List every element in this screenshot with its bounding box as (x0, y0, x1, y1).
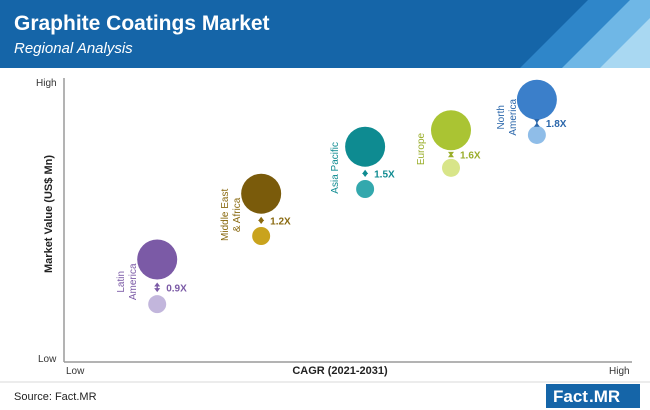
bubble-small (148, 295, 167, 314)
growth-arrow-head-down (448, 151, 454, 156)
region-group: 1.2X Middle East& Africa (220, 173, 291, 245)
bubble-small (252, 227, 271, 245)
region-group: 0.9X LatinAmerica (116, 239, 187, 314)
region-label: Middle East& Africa (220, 189, 243, 241)
region-group: 1.6X Europe (416, 110, 481, 177)
region-label: NorthAmerica (496, 99, 519, 136)
growth-multiplier-label: 0.9X (166, 283, 187, 294)
region-label: Asia Pacific (330, 142, 341, 194)
x-axis-title: CAGR (2021-2031) (292, 365, 388, 377)
growth-arrow-head-down (258, 220, 265, 224)
growth-arrow-head-up (533, 122, 540, 127)
growth-multiplier-label: 1.5X (374, 169, 395, 180)
bubble-large (345, 126, 386, 167)
page-title: Graphite Coatings Market (14, 12, 270, 35)
logo-text-main: Fact (553, 387, 588, 406)
growth-arrow-head-up (258, 216, 265, 221)
bubble-large (137, 239, 178, 280)
bubble-large (516, 79, 557, 120)
region-label: LatinAmerica (116, 263, 139, 300)
logo-text-accent: .MR (589, 387, 620, 406)
bubble-small (442, 158, 460, 177)
growth-multiplier-label: 1.8X (546, 119, 567, 130)
y-axis-title: Market Value (US$ Mn) (43, 155, 55, 273)
growth-arrow-head-down (154, 288, 161, 293)
y-axis-low-label: Low (38, 354, 57, 365)
growth-multiplier-label: 1.6X (460, 151, 481, 162)
bubble-large (241, 173, 282, 214)
growth-multiplier-label: 1.2X (270, 216, 291, 227)
source-label: Source: Fact.MR (14, 391, 97, 403)
x-axis-high-label: High (609, 366, 630, 377)
header-stripe-light (600, 18, 650, 68)
growth-arrow-head-up (154, 282, 161, 287)
page-subtitle: Regional Analysis (14, 40, 133, 57)
region-group: 1.5X Asia Pacific (330, 126, 395, 198)
bubble-small (356, 180, 375, 198)
plot-area: High Low Low High CAGR (2021-2031) Marke… (36, 78, 632, 377)
bubble-large (431, 110, 471, 151)
growth-arrow-head-down (362, 173, 369, 177)
factmr-logo: Fact .MR (546, 384, 640, 408)
growth-arrow-head-down (533, 118, 540, 123)
growth-arrow-head-up (362, 169, 369, 174)
logo-background (546, 384, 640, 408)
y-axis-high-label: High (36, 78, 57, 89)
region-group: 1.8X NorthAmerica (496, 79, 567, 144)
region-label: Europe (416, 132, 427, 165)
x-axis-low-label: Low (66, 366, 85, 377)
bubble-small (527, 125, 546, 144)
